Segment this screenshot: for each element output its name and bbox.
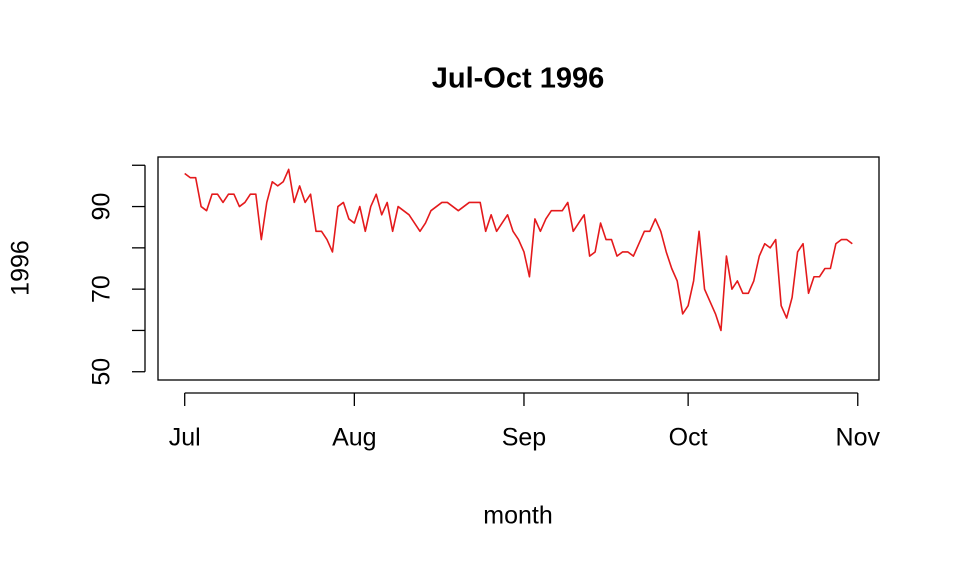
y-tick-label: 70 <box>88 275 116 303</box>
y-axis-label: 1996 <box>7 240 35 296</box>
data-line <box>184 168 853 332</box>
x-tick-label: Sep <box>502 424 546 452</box>
x-tick-label: Aug <box>332 424 376 452</box>
chart-title: Jul-Oct 1996 <box>432 63 604 95</box>
x-axis-label: month <box>483 502 552 530</box>
x-tick-label: Jul <box>169 424 201 452</box>
y-tick-label: 50 <box>88 358 116 386</box>
x-tick-label: Oct <box>669 424 708 452</box>
x-tick-label: Nov <box>836 424 881 452</box>
plot-box <box>157 156 880 381</box>
y-tick-label: 90 <box>88 193 116 221</box>
